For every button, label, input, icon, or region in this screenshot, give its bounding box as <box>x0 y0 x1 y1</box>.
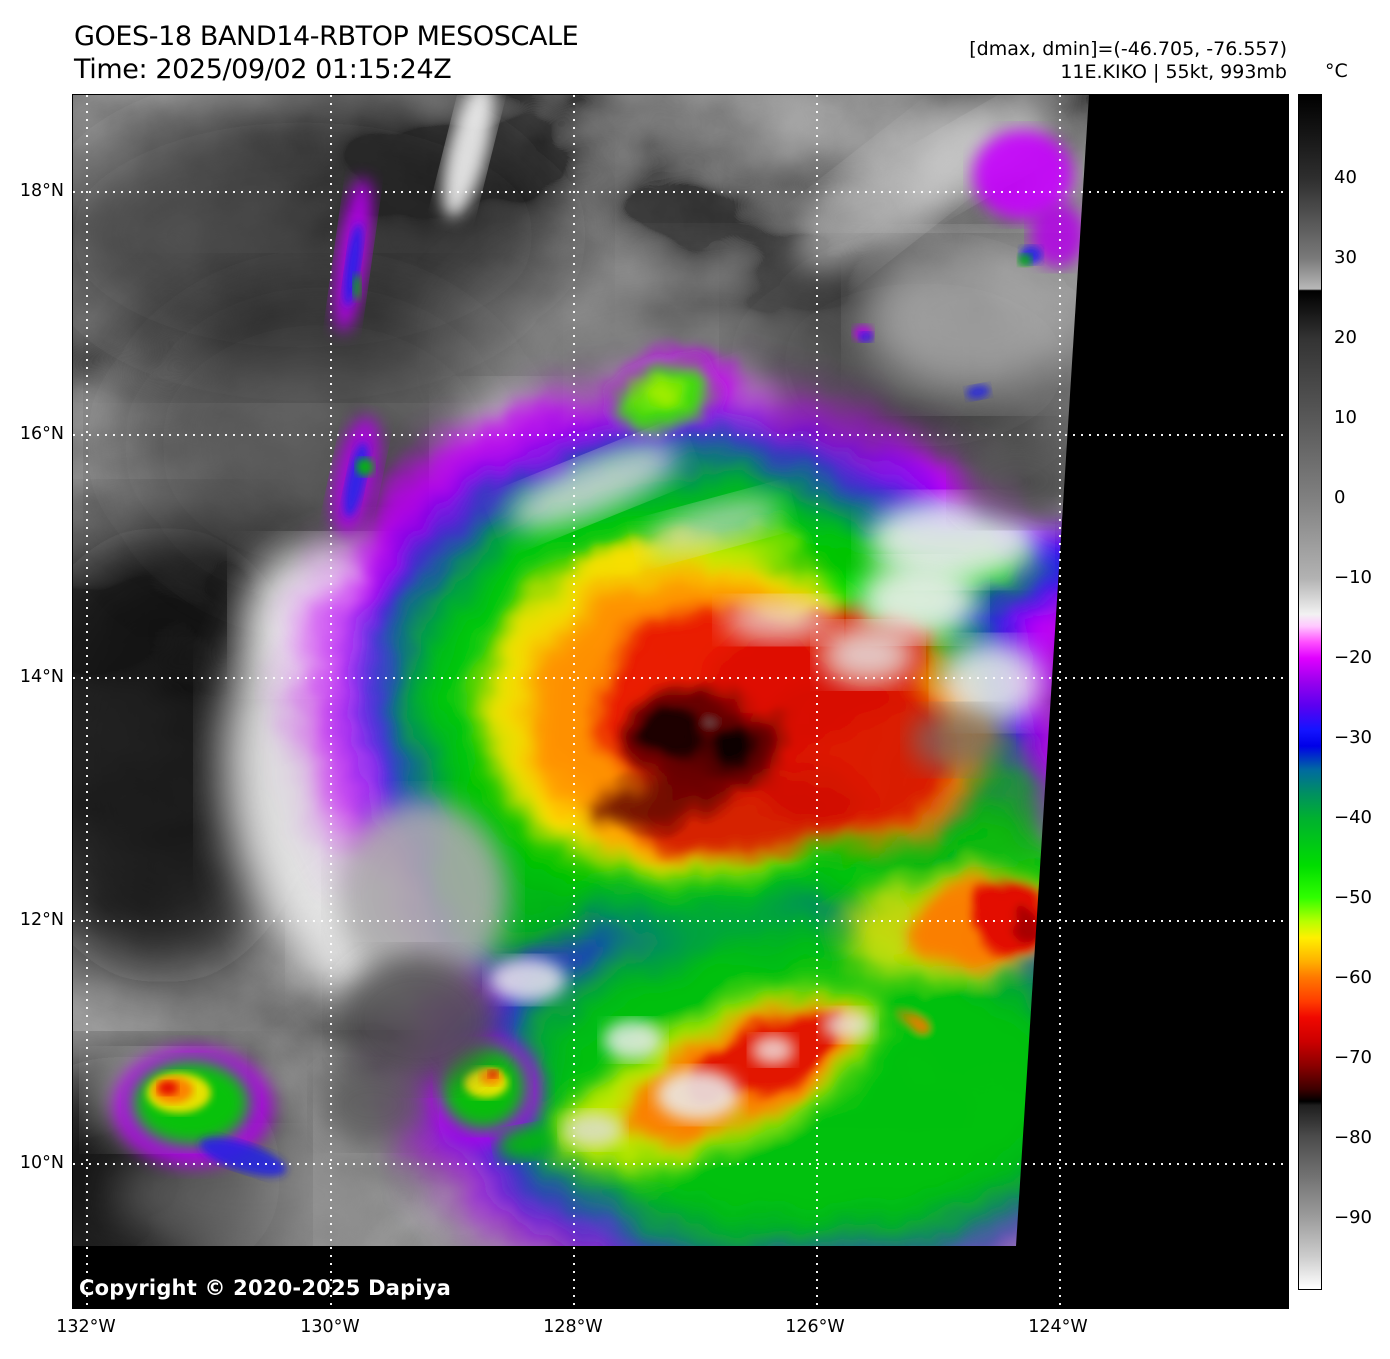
copyright-watermark: Copyright © 2020-2025 Dapiya <box>79 1276 451 1300</box>
satellite-map: Copyright © 2020-2025 Dapiya <box>72 94 1289 1309</box>
colorbar-tick-label: −20 <box>1334 647 1372 668</box>
header-left: GOES-18 BAND14-RBTOP MESOSCALE Time: 202… <box>74 20 579 86</box>
colorbar-tick-label: −30 <box>1334 727 1372 748</box>
timestamp: Time: 2025/09/02 01:15:24Z <box>74 54 452 85</box>
page-title: GOES-18 BAND14-RBTOP MESOSCALE <box>74 21 579 52</box>
x-axis-tick-label: 132°W <box>56 1317 116 1337</box>
satellite-image <box>73 95 1288 1308</box>
colorbar-tick-label: −70 <box>1334 1047 1372 1068</box>
x-axis-tick-label: 124°W <box>1028 1317 1088 1337</box>
colorbar-tick-label: 10 <box>1334 407 1357 428</box>
y-axis-tick-label: 18°N <box>19 181 64 201</box>
colorbar-tick-label: −10 <box>1334 567 1372 588</box>
colorbar-tick-label: −60 <box>1334 967 1372 988</box>
x-axis-tick-label: 126°W <box>785 1317 845 1337</box>
header-right: [dmax, dmin]=(-46.705, -76.557) 11E.KIKO… <box>969 38 1287 84</box>
colorbar-tick-label: 30 <box>1334 247 1357 268</box>
y-axis-tick-label: 16°N <box>19 424 64 444</box>
no-data-mask <box>73 95 1288 1308</box>
colorbar-unit-label: °C <box>1325 60 1348 82</box>
colorbar-tick-label: 0 <box>1334 487 1346 508</box>
y-axis-tick-label: 10°N <box>19 1153 64 1173</box>
small-convection-layer <box>113 130 1086 1177</box>
colorbar-tick-label: 20 <box>1334 327 1357 348</box>
colorbar-tick-label: −80 <box>1334 1127 1372 1148</box>
temperature-colorbar <box>1298 94 1322 1290</box>
colorbar-tick-label: 40 <box>1334 167 1357 188</box>
colorbar-tick-label: −50 <box>1334 887 1372 908</box>
dmax-dmin-readout: [dmax, dmin]=(-46.705, -76.557) <box>969 38 1287 60</box>
y-axis-tick-label: 14°N <box>19 667 64 687</box>
overlay-clouds-layer <box>318 438 1078 1148</box>
colorbar-tick-label: −90 <box>1334 1207 1372 1228</box>
x-axis-tick-label: 130°W <box>300 1317 360 1337</box>
x-axis-tick-label: 128°W <box>543 1317 603 1337</box>
colorbar-tick-label: −40 <box>1334 807 1372 828</box>
storm-info: 11E.KIKO | 55kt, 993mb <box>1060 61 1287 83</box>
y-axis-tick-label: 12°N <box>19 910 64 930</box>
